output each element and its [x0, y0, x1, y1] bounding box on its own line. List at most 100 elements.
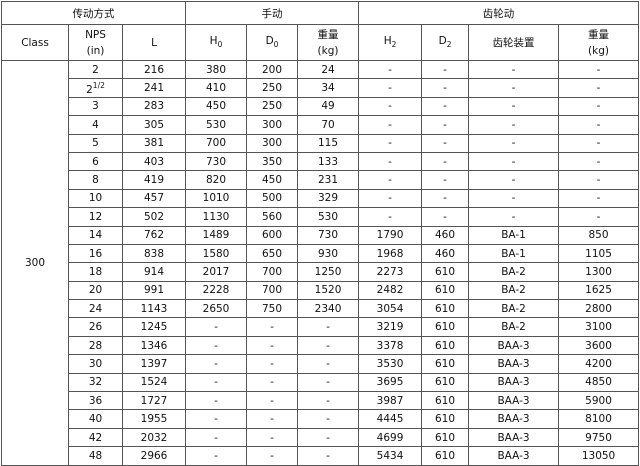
- cell-d2: -: [421, 96, 470, 117]
- cell-w: 24: [297, 59, 360, 80]
- cell-gw: 1300: [558, 262, 640, 282]
- cell-gear: BAA-3: [468, 335, 560, 356]
- cell-h0: 410: [185, 78, 248, 98]
- cell-l: 762: [121, 225, 187, 245]
- cell-gw: -: [558, 96, 640, 117]
- table-row: 3 283 450 250 49- - - -: [2, 96, 640, 117]
- cell-h0: -: [185, 372, 248, 393]
- header-manual: 手动: [185, 1, 360, 25]
- cell-h2: 3054: [358, 299, 423, 319]
- header-nps-label: NPS: [85, 28, 106, 41]
- cell-w: 530: [297, 207, 360, 227]
- cell-l: 1245: [121, 317, 187, 337]
- cell-gear: BA-1: [468, 243, 560, 264]
- cell-h2: 1968: [358, 243, 423, 264]
- cell-h2: 3695: [358, 372, 423, 393]
- cell-w: 2340: [297, 299, 360, 319]
- cell-gw: 4200: [558, 354, 640, 374]
- nps-cell: 36: [68, 391, 123, 411]
- cell-d2: 610: [421, 299, 470, 319]
- cell-h0: 450: [185, 96, 248, 117]
- nps-cell: 48: [68, 446, 123, 466]
- cell-d0: -: [246, 335, 299, 356]
- cell-l: 991: [121, 280, 187, 301]
- header-gear-weight-label: 重量: [588, 28, 610, 41]
- cell-h0: -: [185, 354, 248, 374]
- cell-w: 70: [297, 115, 360, 135]
- header-drive-mode: 传动方式: [0, 1, 187, 25]
- table-row: 36 1727- - -3987 610 BAA-3 5900: [2, 391, 640, 411]
- cell-gw: -: [558, 133, 640, 153]
- table-row: 4 305 530 300 70- - - -: [2, 115, 640, 135]
- nps-cell: 32: [68, 372, 123, 393]
- nps-value: 40: [88, 413, 103, 426]
- cell-d0: -: [246, 446, 299, 466]
- nps-cell: 18: [68, 262, 123, 282]
- cell-h0: 1489: [185, 225, 248, 245]
- header-d2-sub: 2: [446, 39, 452, 49]
- nps-cell: 24: [68, 299, 123, 319]
- cell-d2: -: [421, 59, 470, 80]
- cell-d2: 610: [421, 372, 470, 393]
- cell-d0: -: [246, 317, 299, 337]
- cell-l: 2966: [121, 446, 187, 466]
- cell-d2: 610: [421, 409, 470, 429]
- cell-gear: -: [468, 151, 560, 172]
- nps-cell: 21/2: [68, 78, 123, 98]
- cell-gw: -: [558, 207, 640, 227]
- header-weight-unit: (kg): [317, 44, 339, 57]
- cell-gw: -: [558, 170, 640, 190]
- cell-l: 1143: [121, 299, 187, 319]
- table-row: 24 1143 2650 750 2340 3054 610 BA-2 2800: [2, 299, 640, 319]
- table-row: 21/2 241 410 250 34- - - -: [2, 78, 640, 98]
- cell-gear: BAA-3: [468, 446, 560, 466]
- cell-h2: 4445: [358, 409, 423, 429]
- nps-value: 48: [88, 449, 103, 462]
- cell-d2: 610: [421, 354, 470, 374]
- cell-gear: -: [468, 59, 560, 80]
- cell-d0: 560: [246, 207, 299, 227]
- cell-gear: BA-2: [468, 317, 560, 337]
- cell-h2: 1790: [358, 225, 423, 245]
- nps-value: 6: [92, 155, 99, 168]
- cell-gw: 5900: [558, 391, 640, 411]
- nps-cell: 10: [68, 188, 123, 209]
- nps-value: 5: [92, 137, 99, 150]
- cell-d2: 610: [421, 335, 470, 356]
- table-row: 40 1955- - -4445 610 BAA-3 8100: [2, 409, 640, 429]
- header-weight: 重量 (kg): [297, 24, 360, 61]
- nps-cell: 16: [68, 243, 123, 264]
- cell-gear: -: [468, 96, 560, 117]
- cell-gw: 3600: [558, 335, 640, 356]
- cell-h2: -: [358, 207, 423, 227]
- cell-gw: -: [558, 151, 640, 172]
- table-row: 5 381 700 300 115- - - -: [2, 133, 640, 153]
- cell-h2: -: [358, 115, 423, 135]
- header-h2-label: H: [383, 34, 392, 47]
- cell-h0: 820: [185, 170, 248, 190]
- cell-l: 838: [121, 243, 187, 264]
- cell-h2: -: [358, 151, 423, 172]
- nps-value: 26: [88, 321, 103, 334]
- cell-gear: BAA-3: [468, 409, 560, 429]
- table-body: 300 2 216 380 200 24- - - -21/2 241 410 250 34- - - -3 2…: [1, 59, 640, 466]
- nps-value: 8: [92, 174, 99, 187]
- cell-d0: -: [246, 372, 299, 393]
- table-row: 300 2 216 380 200 24- - - -: [1, 59, 640, 466]
- nps-value: 32: [88, 376, 103, 389]
- cell-gw: 13050: [558, 446, 640, 466]
- nps-value: 18: [88, 265, 103, 278]
- cell-d2: -: [421, 151, 470, 172]
- cell-gear: -: [468, 115, 560, 135]
- cell-gw: -: [558, 78, 640, 98]
- cell-d0: 600: [246, 225, 299, 245]
- cell-w: -: [297, 354, 360, 374]
- cell-d2: 610: [421, 280, 470, 301]
- nps-cell: 3: [68, 96, 123, 117]
- nps-cell: 42: [68, 427, 123, 448]
- nps-value: 24: [88, 302, 103, 315]
- cell-w: 49: [297, 96, 360, 117]
- cell-l: 457: [121, 188, 187, 209]
- cell-l: 305: [121, 115, 187, 135]
- table-row: 18 914 2017 700 1250 2273 610 BA-2 1300: [2, 262, 640, 282]
